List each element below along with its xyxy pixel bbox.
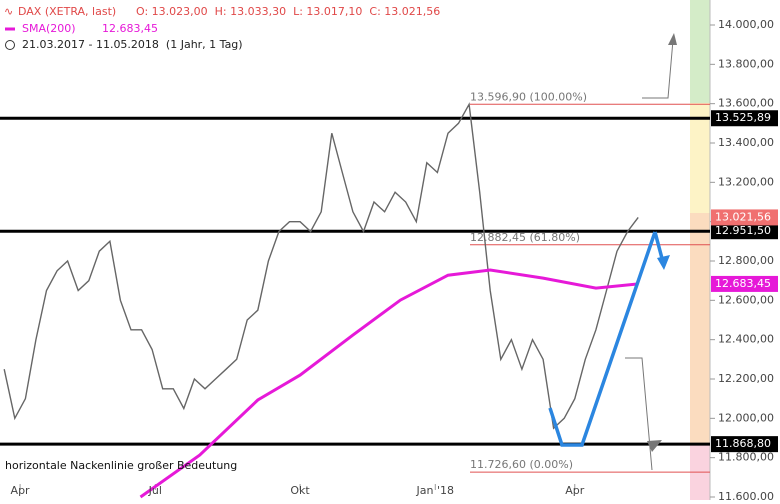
annotation: horizontale Nackenlinie großer Bedeutung xyxy=(5,459,237,472)
legend-name: DAX (XETRA, last) xyxy=(18,5,116,18)
x-tick-label: Jul xyxy=(148,484,162,497)
series-line xyxy=(139,268,639,499)
x-tick-label: Okt xyxy=(290,484,310,497)
y-tick-label: 12.800,00 xyxy=(718,254,774,267)
arrow-head xyxy=(657,255,670,270)
y-tick-label: 13.200,00 xyxy=(718,175,774,188)
level-label: 13.525,89 xyxy=(715,111,771,124)
date-range: 21.03.2017 - 11.05.2018 (1 Jahr, 1 Tag) xyxy=(22,38,243,51)
level-badge xyxy=(711,110,778,127)
y-tick-label: 12.400,00 xyxy=(718,333,774,346)
drawn-arrow xyxy=(548,231,657,447)
level-badge xyxy=(711,436,778,453)
zone-band xyxy=(690,0,710,103)
y-tick-label: 12.200,00 xyxy=(718,372,774,385)
x-tick-label: Apr xyxy=(565,484,585,497)
legend-value: 12.683,45 xyxy=(102,22,158,35)
zone-band xyxy=(690,103,710,213)
fib-label: 13.596,90 (100.00%) xyxy=(470,90,587,103)
last-badge xyxy=(711,209,778,226)
x-tick-label: Jan '18 xyxy=(416,484,454,497)
y-tick-label: 13.800,00 xyxy=(718,57,774,70)
y-tick-label: 11.800,00 xyxy=(718,451,774,464)
y-tick-label: 12.000,00 xyxy=(718,411,774,424)
last-label: 13.021,56 xyxy=(715,210,771,223)
clock-icon xyxy=(5,40,15,50)
last-label: 12.683,45 xyxy=(715,277,771,290)
drawn-arrow xyxy=(625,357,653,471)
legend-name: SMA(200) xyxy=(22,22,76,35)
y-tick-label: 11.600,00 xyxy=(718,490,774,500)
fib-label: 11.726,60 (0.00%) xyxy=(470,458,573,471)
arrow-head xyxy=(647,440,662,452)
fib-label: 12.882,45 (61.80%) xyxy=(470,231,580,244)
last-badge xyxy=(711,275,778,292)
y-tick-label: 13.400,00 xyxy=(718,136,774,149)
legend-icon: ∿ xyxy=(4,5,13,18)
y-tick-label: 12.600,00 xyxy=(718,293,774,306)
drawn-arrow xyxy=(642,39,674,99)
level-label: 11.868,80 xyxy=(715,437,771,450)
series-line xyxy=(3,102,639,430)
level-label: 12.951,50 xyxy=(715,224,771,237)
level-badge xyxy=(711,223,778,240)
y-tick-label: 14.000,00 xyxy=(718,18,774,31)
arrow-head xyxy=(668,33,677,45)
y-tick-label: 13.600,00 xyxy=(718,97,774,110)
x-tick-label: Apr xyxy=(11,484,31,497)
zone-band xyxy=(690,213,710,445)
legend-ohlc: O: 13.023,00 H: 13.033,30 L: 13.017,10 C… xyxy=(136,5,440,18)
